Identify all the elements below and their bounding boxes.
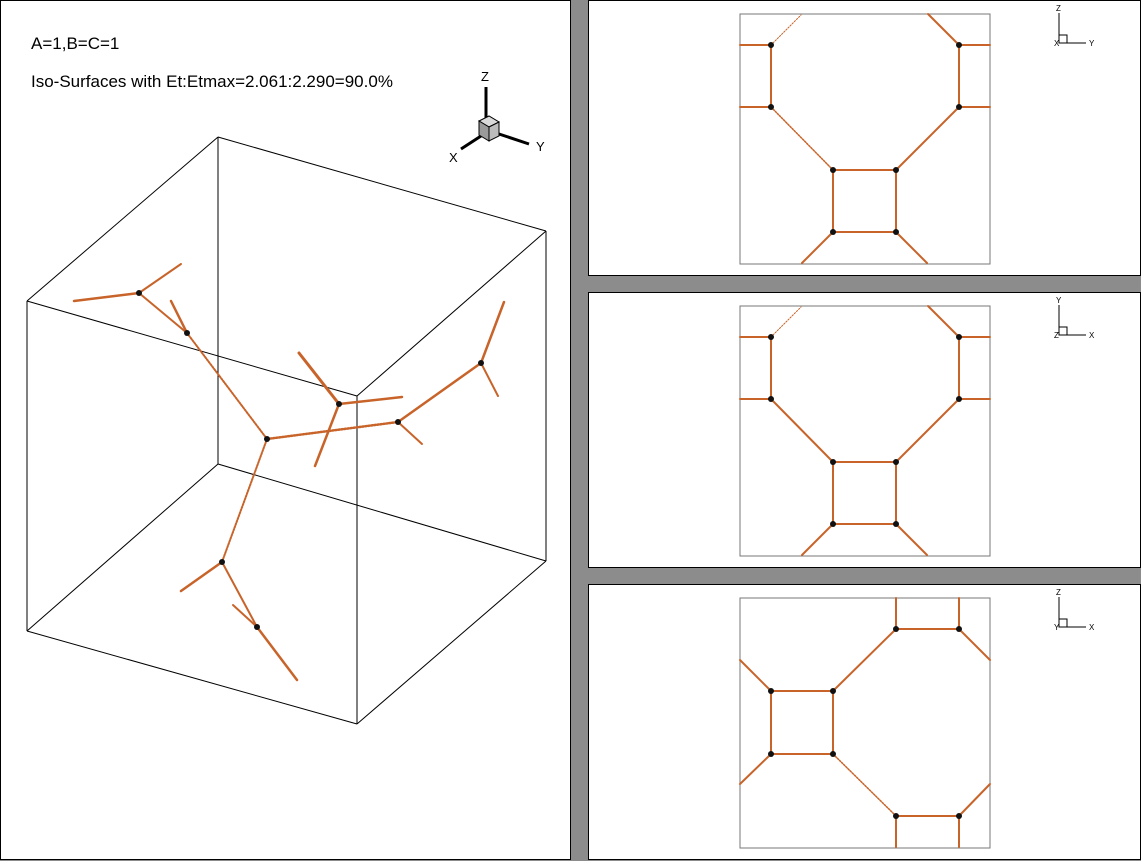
iso-surface-title: Iso-Surfaces with Et:Etmax=2.061:2.290=9… bbox=[31, 72, 393, 91]
axis-label-up: Z bbox=[1056, 4, 1061, 13]
iso-surface-tubes bbox=[739, 597, 991, 848]
lattice-nodes bbox=[768, 626, 962, 819]
axis-label-origin: X bbox=[1054, 39, 1060, 48]
axis-label-z: Z bbox=[481, 69, 489, 84]
view-bot-canvas: Z X Y bbox=[739, 588, 1095, 849]
lattice-nodes bbox=[136, 290, 484, 630]
parameter-title: A=1,B=C=1 bbox=[31, 34, 120, 53]
main-3d-view: A=1,B=C=1 Iso-Surfaces with Et:Etmax=2.0… bbox=[0, 0, 571, 860]
main-3d-canvas: Z Y X bbox=[26, 69, 547, 725]
axis-label-right: X bbox=[1089, 331, 1095, 340]
axis-label-x: X bbox=[449, 150, 458, 165]
view-panel-bottom: Z X Y bbox=[588, 584, 1141, 860]
view-panel-top: Z Y X bbox=[588, 0, 1141, 276]
view-panel-middle: Y X Z bbox=[588, 292, 1141, 568]
axis-label-y: Y bbox=[536, 139, 545, 154]
axis-label-up: Z bbox=[1056, 588, 1061, 597]
view-frame bbox=[739, 305, 991, 557]
view-mid-canvas: Y X Z bbox=[739, 296, 1095, 557]
lattice-nodes bbox=[768, 334, 962, 527]
iso-surface-tubes bbox=[739, 13, 991, 264]
lattice-nodes bbox=[768, 42, 962, 235]
axis-triad-2d bbox=[1058, 597, 1086, 628]
view-top-canvas: Z Y X bbox=[739, 4, 1095, 265]
axis-label-origin: Z bbox=[1054, 331, 1059, 340]
iso-surface-tubes bbox=[739, 305, 991, 556]
axis-triad-3d: Z Y X bbox=[449, 69, 545, 165]
axis-label-right: Y bbox=[1089, 39, 1095, 48]
axis-triad-2d bbox=[1058, 305, 1086, 336]
axis-label-up: Y bbox=[1056, 296, 1062, 305]
view-frame bbox=[739, 597, 991, 849]
axis-label-right: X bbox=[1089, 623, 1095, 632]
axis-label-origin: Y bbox=[1054, 623, 1060, 632]
bounding-cube bbox=[26, 136, 547, 725]
axis-triad-2d bbox=[1058, 13, 1086, 44]
iso-surface-tubes bbox=[72, 263, 506, 682]
view-frame bbox=[739, 13, 991, 265]
